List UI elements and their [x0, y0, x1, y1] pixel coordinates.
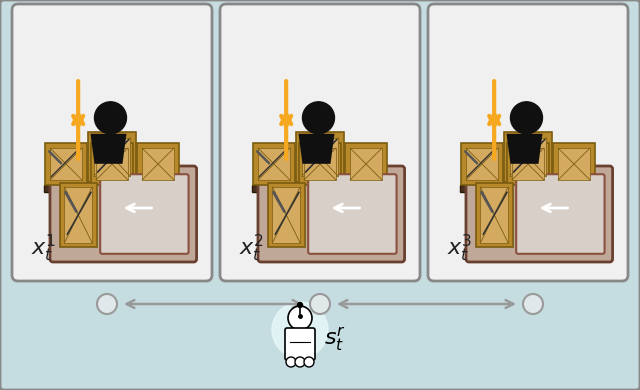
FancyBboxPatch shape: [50, 166, 196, 262]
Bar: [94, 138, 131, 176]
Text: $x_t^3$: $x_t^3$: [447, 233, 472, 264]
Polygon shape: [298, 134, 335, 164]
FancyBboxPatch shape: [12, 4, 212, 281]
FancyBboxPatch shape: [60, 183, 97, 247]
Circle shape: [304, 357, 314, 367]
FancyBboxPatch shape: [308, 174, 397, 254]
FancyBboxPatch shape: [253, 143, 295, 185]
Text: $x_t^2$: $x_t^2$: [239, 233, 264, 264]
Circle shape: [286, 357, 296, 367]
Text: $s_t^r$: $s_t^r$: [324, 326, 346, 354]
Bar: [258, 148, 290, 180]
FancyBboxPatch shape: [88, 132, 136, 182]
FancyBboxPatch shape: [220, 4, 420, 281]
Bar: [252, 185, 388, 192]
Bar: [273, 187, 300, 243]
Text: $x_t^1$: $x_t^1$: [31, 233, 56, 264]
Bar: [302, 138, 339, 176]
FancyBboxPatch shape: [516, 174, 605, 254]
Circle shape: [272, 302, 328, 358]
FancyBboxPatch shape: [466, 166, 612, 262]
FancyBboxPatch shape: [461, 143, 503, 185]
Bar: [509, 138, 547, 176]
FancyBboxPatch shape: [428, 4, 628, 281]
Circle shape: [298, 303, 303, 307]
Bar: [50, 148, 82, 180]
Bar: [96, 148, 128, 180]
Bar: [304, 148, 336, 180]
Bar: [466, 148, 498, 180]
FancyBboxPatch shape: [285, 328, 315, 360]
Bar: [460, 185, 596, 192]
Circle shape: [97, 294, 117, 314]
Polygon shape: [90, 134, 127, 164]
Circle shape: [95, 102, 127, 134]
FancyBboxPatch shape: [45, 143, 87, 185]
Polygon shape: [506, 134, 543, 164]
Circle shape: [288, 306, 312, 330]
Circle shape: [511, 102, 543, 134]
Bar: [512, 148, 544, 180]
FancyBboxPatch shape: [137, 143, 179, 185]
FancyBboxPatch shape: [507, 143, 549, 185]
FancyBboxPatch shape: [91, 143, 133, 185]
FancyBboxPatch shape: [504, 132, 552, 182]
FancyBboxPatch shape: [476, 183, 513, 247]
Circle shape: [303, 102, 335, 134]
Bar: [65, 187, 92, 243]
FancyBboxPatch shape: [345, 143, 387, 185]
FancyBboxPatch shape: [100, 174, 189, 254]
Bar: [481, 187, 508, 243]
Bar: [44, 185, 180, 192]
FancyBboxPatch shape: [299, 143, 341, 185]
Bar: [558, 148, 590, 180]
FancyBboxPatch shape: [258, 166, 404, 262]
Circle shape: [523, 294, 543, 314]
FancyBboxPatch shape: [268, 183, 305, 247]
Bar: [350, 148, 382, 180]
FancyBboxPatch shape: [553, 143, 595, 185]
Bar: [142, 148, 174, 180]
FancyBboxPatch shape: [296, 132, 344, 182]
Circle shape: [310, 294, 330, 314]
Circle shape: [295, 357, 305, 367]
